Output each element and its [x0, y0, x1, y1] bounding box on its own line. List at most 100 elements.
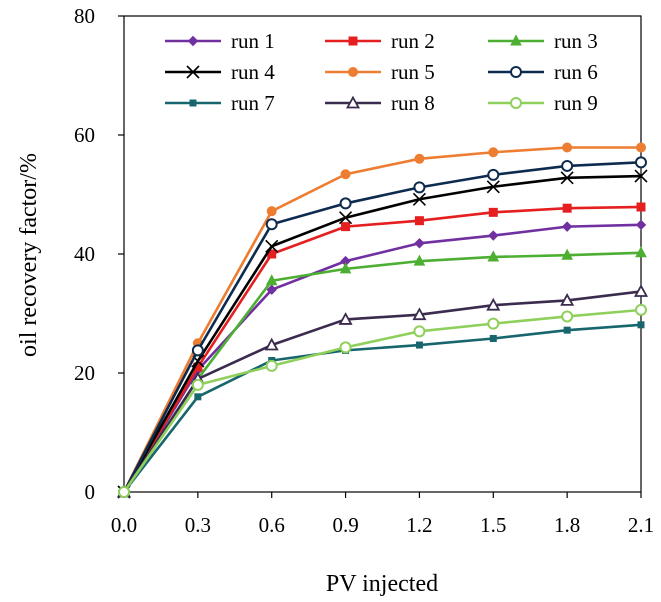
data-point-run-7 [194, 393, 202, 401]
series-line-run-3 [122, 251, 642, 493]
series-line-run-1 [122, 223, 642, 493]
data-point-run-5 [340, 169, 351, 180]
data-point-run-1 [414, 238, 425, 249]
data-point-run-8 [560, 293, 575, 306]
axis-ticks: 0.0 0.3 0.6 0.9 1.2 1.5 1.8 2.1 0 20 40 60 80 [74, 4, 654, 537]
legend-label-run-2: run 2 [391, 29, 435, 53]
data-point-run-8 [633, 284, 649, 297]
data-point-run-2 [488, 207, 498, 217]
legend-label-run-9: run 9 [554, 91, 598, 115]
series-line-run-4 [122, 174, 642, 493]
y-tick-label: 20 [74, 361, 95, 385]
data-point-run-5 [562, 142, 573, 153]
y-tick-label: 80 [74, 4, 95, 28]
legend-marker-run-3 [510, 34, 522, 46]
legend-item-run-5: run 5 [325, 60, 435, 84]
data-point-run-8 [264, 337, 279, 351]
data-point-run-7 [415, 341, 423, 349]
data-point-run-4 [486, 180, 500, 194]
legend-marker-run-4 [186, 65, 200, 79]
y-axis-title: oil recovery factor/% [16, 153, 42, 357]
data-point-run-8 [338, 312, 353, 325]
data-point-run-1 [635, 219, 647, 231]
legend-item-run-4: run 4 [165, 60, 275, 84]
data-point-run-2 [562, 203, 572, 213]
series-line-run-9 [122, 308, 642, 493]
data-point-run-9 [635, 303, 647, 316]
x-tick-label: 2.1 [628, 513, 654, 537]
legend-item-run-7: run 7 [165, 91, 275, 115]
series-line-run-7 [122, 323, 642, 493]
data-point-run-2 [341, 222, 351, 232]
x-tick-label: 1.5 [480, 513, 506, 537]
data-point-run-3 [265, 274, 278, 286]
series-run-4 [117, 169, 648, 499]
legend-item-run-1: run 1 [165, 29, 275, 53]
data-point-run-9 [339, 341, 352, 354]
legend-item-run-9: run 9 [488, 91, 598, 115]
legend-item-run-2: run 2 [325, 29, 435, 53]
legend-marker-run-6 [510, 66, 522, 78]
data-point-run-5 [488, 147, 499, 158]
data-point-run-4 [265, 239, 279, 253]
legend-item-run-3: run 3 [488, 29, 598, 53]
data-point-run-9 [265, 359, 278, 372]
data-point-run-8 [412, 307, 427, 321]
legend: run 1 run 2 run 3 run 4 run 5 run 6 run 7 run 8… [165, 29, 598, 115]
data-point-run-7 [489, 334, 497, 342]
data-point-run-4 [560, 171, 574, 185]
y-tick-label: 60 [74, 123, 95, 147]
legend-marker-run-1 [187, 35, 199, 47]
x-tick-label: 1.2 [406, 513, 432, 537]
data-point-run-6 [413, 181, 426, 194]
data-point-run-1 [561, 221, 573, 232]
data-point-run-7 [563, 326, 571, 334]
data-point-run-3 [487, 250, 500, 262]
legend-label-run-5: run 5 [391, 60, 435, 84]
x-tick-label: 0.3 [185, 513, 211, 537]
legend-label-run-7: run 7 [231, 91, 275, 115]
data-point-run-5 [636, 142, 646, 153]
data-point-run-5 [266, 206, 277, 217]
legend-label-run-4: run 4 [231, 60, 275, 84]
legend-label-run-6: run 6 [554, 60, 598, 84]
data-point-run-1 [488, 230, 499, 241]
data-point-run-9 [561, 310, 574, 323]
data-point-run-4 [412, 192, 426, 206]
data-point-run-9 [191, 378, 204, 391]
legend-marker-run-5 [348, 67, 358, 77]
legend-item-run-6: run 6 [488, 60, 598, 84]
data-point-run-1 [266, 284, 277, 295]
legend-marker-run-7 [189, 99, 197, 107]
data-point-run-9 [118, 486, 130, 498]
data-point-run-3 [635, 246, 647, 258]
series-line-run-2 [122, 205, 642, 493]
data-point-run-2 [636, 202, 646, 212]
data-point-run-6 [561, 159, 574, 172]
legend-label-run-3: run 3 [554, 29, 598, 53]
legend-label-run-1: run 1 [231, 29, 275, 53]
data-point-run-9 [487, 317, 500, 330]
y-tick-label: 40 [74, 242, 95, 266]
y-tick-label: 0 [85, 480, 96, 504]
data-point-run-2 [414, 216, 424, 226]
series-run-9 [118, 303, 647, 498]
data-point-run-9 [413, 325, 426, 338]
data-point-run-6 [265, 218, 278, 231]
legend-label-run-8: run 8 [391, 91, 435, 115]
legend-item-run-8: run 8 [325, 91, 435, 115]
data-point-run-5 [414, 153, 425, 164]
x-tick-label: 0.9 [332, 513, 358, 537]
data-point-run-7 [637, 321, 645, 329]
data-point-run-6 [339, 197, 352, 210]
data-point-run-6 [191, 344, 204, 357]
x-tick-label: 0.6 [259, 513, 285, 537]
data-point-run-3 [413, 254, 426, 266]
series-line-run-8 [122, 290, 642, 493]
x-tick-label: 0.0 [111, 513, 137, 537]
data-point-run-8 [486, 297, 501, 311]
legend-marker-run-8 [345, 95, 361, 109]
series-layer [116, 142, 649, 499]
legend-marker-run-9 [510, 97, 522, 109]
